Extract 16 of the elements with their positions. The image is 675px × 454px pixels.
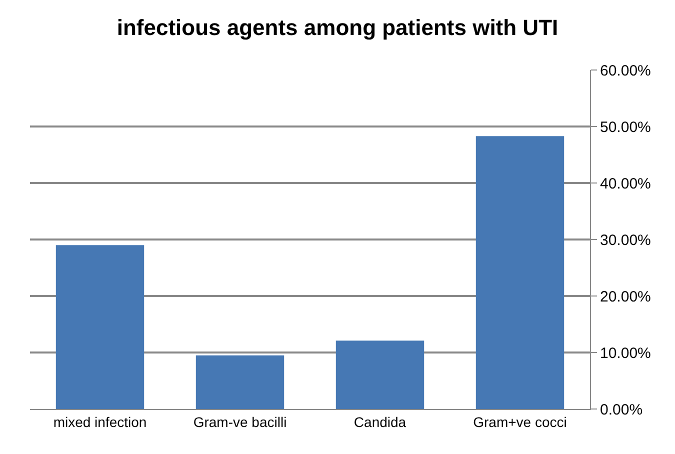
y-tick-label: 20.00%: [600, 288, 651, 306]
chart-title: infectious agents among patients with UTI: [116, 14, 558, 40]
bar: [56, 245, 144, 409]
x-tick-label: mixed infection: [53, 414, 147, 430]
bar: [336, 340, 424, 409]
y-tick-label: 50.00%: [600, 118, 651, 136]
bar: [196, 355, 284, 409]
bar: [476, 136, 564, 409]
x-tick-label: Gram+ve cocci: [473, 414, 567, 430]
y-tick-label: 40.00%: [600, 175, 651, 192]
x-tick-label: Candida: [354, 414, 406, 430]
y-tick-label: 10.00%: [600, 344, 651, 362]
y-tick-label: 0.00%: [600, 401, 643, 418]
y-tick-label: 60.00%: [600, 62, 651, 80]
x-tick-label: Gram-ve bacilli: [193, 414, 287, 430]
y-tick-label: 30.00%: [600, 232, 651, 249]
